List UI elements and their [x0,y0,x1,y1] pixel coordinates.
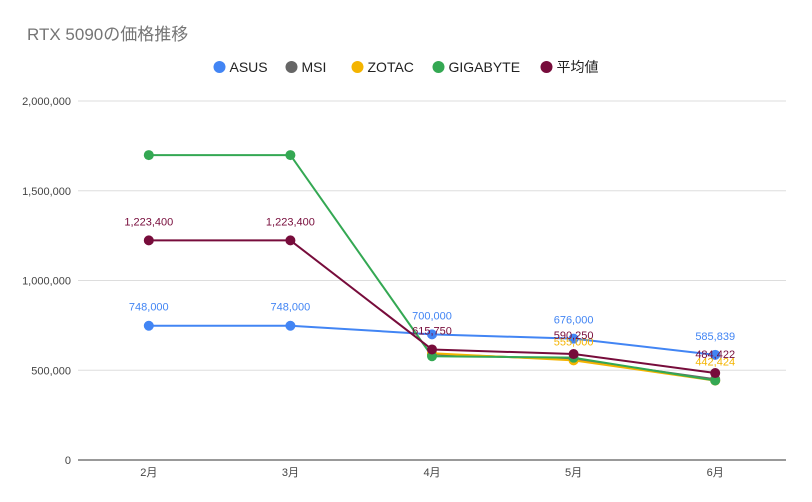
data-point [710,368,721,379]
legend-label: ZOTAC [368,59,414,75]
data-point [285,150,296,161]
legend-marker [285,61,298,73]
legend-marker [540,61,553,73]
x-tick-label: 6月 [707,467,724,479]
data-label: 748,000 [129,302,169,314]
y-tick-label: 1,000,000 [22,276,71,288]
x-tick-label: 5月 [565,467,582,479]
legend[interactable]: ASUS MSI ZOTAC GIGABYTE 平均値 [213,59,599,75]
data-label: 590,250 [554,330,594,342]
y-tick-label: 1,500,000 [22,186,71,198]
data-point [143,320,154,331]
data-label: 1,223,400 [266,216,315,228]
data-label: 748,000 [271,302,311,314]
x-tick-label: 2月 [140,467,157,479]
series-lines [143,150,721,386]
data-point [710,375,721,386]
data-point [285,235,296,246]
legend-label: GIGABYTE [449,59,521,75]
data-label: 585,839 [695,331,735,343]
legend-label: MSI [302,59,327,75]
data-point [143,235,154,246]
legend-marker [213,61,226,73]
data-point [427,344,437,355]
chart-title: RTX 5090の価格推移 [27,25,188,44]
data-point [568,349,579,360]
x-axis-ticks: 2月 3月 4月 5月 6月 [140,467,724,479]
data-label: 700,000 [412,310,452,322]
data-label: 484,422 [695,349,735,361]
data-point [568,333,579,344]
data-point [285,320,296,331]
data-point [427,329,437,340]
data-point [710,349,721,360]
data-label: 555,000 [554,336,594,348]
y-axis-ticks: 0 500,000 1,000,000 1,500,000 2,000,000 [22,96,71,467]
grid-lines [78,100,786,461]
data-label: 676,000 [554,315,594,327]
data-label: 1,223,400 [124,216,173,228]
legend-item[interactable]: ASUS [213,59,268,75]
legend-label: 平均値 [557,59,599,75]
data-point [143,150,154,161]
y-tick-label: 500,000 [31,365,71,377]
y-tick-label: 0 [65,455,71,467]
legend-item[interactable]: GIGABYTE [432,59,521,75]
x-tick-label: 4月 [423,467,440,479]
legend-item[interactable]: MSI [285,59,327,75]
x-tick-label: 3月 [282,467,299,479]
legend-marker [432,61,445,73]
legend-item[interactable]: 平均値 [540,59,599,75]
legend-item[interactable]: ZOTAC [351,59,414,75]
data-label: 615,750 [412,325,452,337]
data-labels: 748,000 748,000 700,000 676,000 585,839 555,0… [124,216,735,368]
y-tick-label: 2,000,000 [22,96,71,108]
legend-label: ASUS [230,59,268,75]
legend-marker [351,61,364,73]
data-label: 442,424 [695,357,735,369]
